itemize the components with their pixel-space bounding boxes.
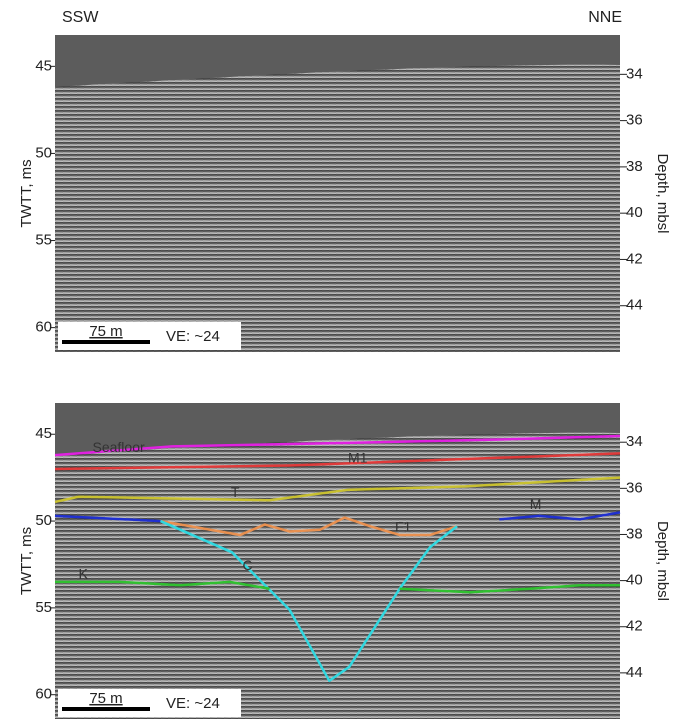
ve-label: VE: ~24 [166, 695, 220, 712]
y2-tick-label: 40 [626, 204, 643, 221]
y-axis-label: TWTT, ms [18, 527, 35, 595]
horizon-label: K [78, 566, 88, 582]
horizon-label: T [231, 484, 240, 500]
scale-box [58, 689, 241, 717]
y2-tick-label: 42 [626, 618, 643, 635]
y2-tick-label: 34 [626, 65, 643, 82]
water-column [55, 35, 620, 87]
y-tick-label: 50 [35, 512, 52, 529]
y2-tick-label: 36 [626, 479, 643, 496]
horizon-label: F1 [395, 519, 412, 535]
y2-tick-label: 38 [626, 525, 643, 542]
horizon [54, 434, 621, 457]
y2-tick-label: 40 [626, 572, 643, 589]
y2-axis-label: Depth, mbsl [654, 153, 671, 233]
y2-tick-label: 44 [626, 664, 643, 681]
horizon [54, 511, 621, 523]
scale-label: 75 m [89, 323, 122, 340]
y-tick-label: 45 [35, 425, 52, 442]
horizon-label: C [243, 557, 253, 573]
direction-label: NNE [588, 9, 622, 26]
horizon [54, 452, 621, 471]
horizon [159, 519, 458, 683]
y2-tick-label: 44 [626, 297, 643, 314]
y2-tick-label: 38 [626, 158, 643, 175]
y2-tick-label: 42 [626, 250, 643, 267]
scale-label: 75 m [89, 690, 122, 707]
y-axis-label: TWTT, ms [18, 159, 35, 227]
seismic-section [55, 35, 620, 352]
direction-label: SSW [62, 9, 99, 26]
scale-box [58, 322, 241, 350]
y2-tick-label: 34 [626, 433, 643, 450]
horizon-label: M1 [348, 449, 368, 465]
horizon-label: Seafloor [93, 439, 145, 455]
water-column [55, 403, 620, 455]
horizon-label: M [530, 496, 542, 512]
y2-tick-label: 36 [626, 112, 643, 129]
y-tick-label: 45 [35, 57, 52, 74]
y-tick-label: 50 [35, 144, 52, 161]
horizon [55, 580, 620, 594]
y-tick-label: 55 [35, 599, 52, 616]
y2-axis-label: Depth, mbsl [654, 521, 671, 601]
y-tick-label: 55 [35, 231, 52, 248]
y-tick-label: 60 [35, 319, 52, 336]
ve-label: VE: ~24 [166, 328, 220, 345]
y-tick-label: 60 [35, 686, 52, 703]
horizon [160, 516, 458, 537]
horizon [54, 476, 621, 504]
